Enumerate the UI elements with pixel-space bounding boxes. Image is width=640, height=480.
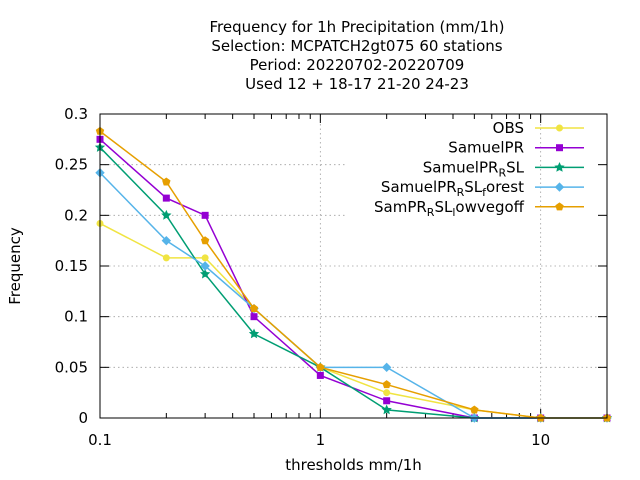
y-tick-label: 0.25 xyxy=(55,156,88,174)
series-line xyxy=(99,130,607,419)
legend-label: OBS xyxy=(493,119,524,137)
data-point xyxy=(383,389,391,397)
x-tick-label: 0.1 xyxy=(88,431,112,449)
data-point xyxy=(470,405,479,414)
legend-entry: SamuelPRRSLforest xyxy=(381,178,584,199)
data-point xyxy=(162,194,170,202)
x-axis-label: thresholds mm/1h xyxy=(285,456,422,474)
y-tick-label: 0.05 xyxy=(55,358,88,376)
title-line: Frequency for 1h Precipitation (mm/1h) xyxy=(209,18,504,36)
data-point xyxy=(249,304,259,313)
data-point xyxy=(381,362,392,373)
data-point xyxy=(200,236,210,245)
data-point xyxy=(316,362,325,371)
axis-ticks: 0 0.05 0.1 0.15 0.2 0.25 0.3 0.1 1 10 xyxy=(55,105,608,449)
y-axis-label: Frequency xyxy=(6,227,24,305)
series-1 xyxy=(96,135,611,422)
data-point xyxy=(248,328,260,339)
legend-marker xyxy=(556,124,563,132)
data-point xyxy=(382,380,391,389)
grid-lines xyxy=(100,114,607,418)
legend-marker xyxy=(556,144,563,152)
y-tick-label: 0.15 xyxy=(55,257,88,275)
legend-marker xyxy=(554,161,565,172)
data-point xyxy=(201,254,209,262)
legend-entry: SamuelPR xyxy=(448,139,584,157)
legend-marker xyxy=(555,202,564,211)
data-point xyxy=(381,404,392,415)
legend-entry: SamPRRSLlowvegoff xyxy=(374,198,584,219)
series-layer xyxy=(94,126,613,423)
series-line xyxy=(99,146,607,419)
title-line: Period: 20220702-20220709 xyxy=(250,56,465,74)
title-line: Selection: MCPATCH2gt075 60 stations xyxy=(211,37,502,55)
legend: OBS SamuelPRSamuelPRRSLSamuelPRRSLforestS… xyxy=(374,119,584,219)
data-point xyxy=(201,211,209,219)
data-point xyxy=(162,177,171,186)
legend-label: SamPRRSLlowvegoff xyxy=(374,198,525,219)
data-point xyxy=(162,254,170,262)
data-point xyxy=(383,397,391,405)
y-tick-label: 0.3 xyxy=(64,105,88,123)
y-tick-label: 0.2 xyxy=(64,206,88,224)
data-point xyxy=(161,209,172,220)
y-tick-label: 0.1 xyxy=(64,308,88,326)
series-0 xyxy=(96,219,611,422)
data-point xyxy=(250,313,258,321)
legend-label: SamuelPR xyxy=(448,139,524,157)
x-tick-label: 10 xyxy=(531,431,550,449)
legend-marker xyxy=(554,182,565,192)
y-tick-label: 0 xyxy=(78,409,88,427)
data-point xyxy=(161,235,172,246)
legend-label: SamuelPRRSL xyxy=(423,158,525,179)
chart-title: Frequency for 1h Precipitation (mm/1h)Se… xyxy=(209,18,504,93)
series-3 xyxy=(95,168,612,423)
title-line: Used 12 + 18-17 21-20 24-23 xyxy=(245,75,469,93)
data-point xyxy=(199,268,211,279)
data-point xyxy=(200,261,210,271)
series-line xyxy=(99,172,607,419)
series-4 xyxy=(95,126,612,422)
legend-label: SamuelPRRSLforest xyxy=(381,178,524,199)
data-point xyxy=(316,371,324,379)
plot-frame xyxy=(99,113,608,419)
x-tick-label: 1 xyxy=(316,431,326,449)
legend-entry: SamuelPRRSL xyxy=(423,158,584,179)
legend-entry: OBS xyxy=(493,119,584,137)
